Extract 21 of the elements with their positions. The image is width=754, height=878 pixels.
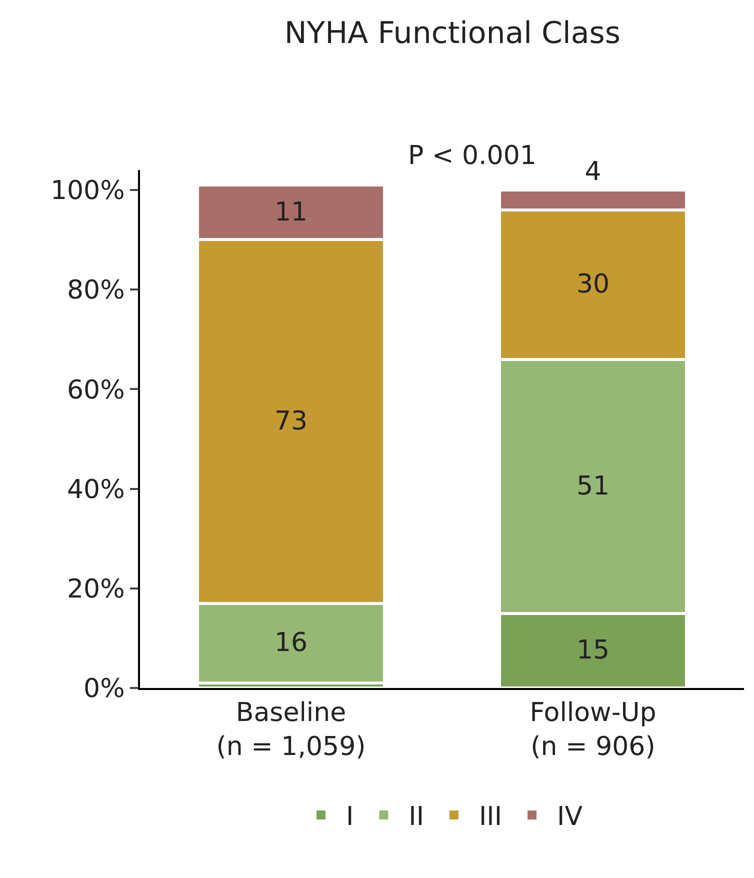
y-tick-label: 40% [67, 474, 125, 505]
x-tick-label: Follow-Up (n = 906) [530, 698, 656, 762]
data-label: 4 [584, 156, 602, 187]
data-label: 73 [274, 406, 308, 437]
data-label: 30 [576, 270, 610, 300]
data-label: 11 [274, 197, 308, 228]
legend-label: III [479, 802, 502, 832]
y-tick-label: 60% [67, 375, 125, 406]
y-tick-label: 20% [67, 574, 125, 604]
legend-label: IV [557, 802, 583, 832]
data-label: 16 [274, 628, 308, 658]
y-tick-label: 0% [84, 674, 125, 704]
chart-title: NYHA Functional Class [284, 16, 620, 51]
data-label: 15 [576, 636, 610, 666]
y-tick-label: 80% [67, 276, 125, 306]
data-label: 51 [576, 471, 610, 502]
annotation: P < 0.001 [408, 141, 536, 171]
legend-label: I [346, 802, 354, 832]
legend-label: II [408, 802, 424, 832]
x-tick-label: Baseline (n = 1,059) [216, 698, 366, 762]
y-tick-label: 100% [50, 176, 125, 206]
